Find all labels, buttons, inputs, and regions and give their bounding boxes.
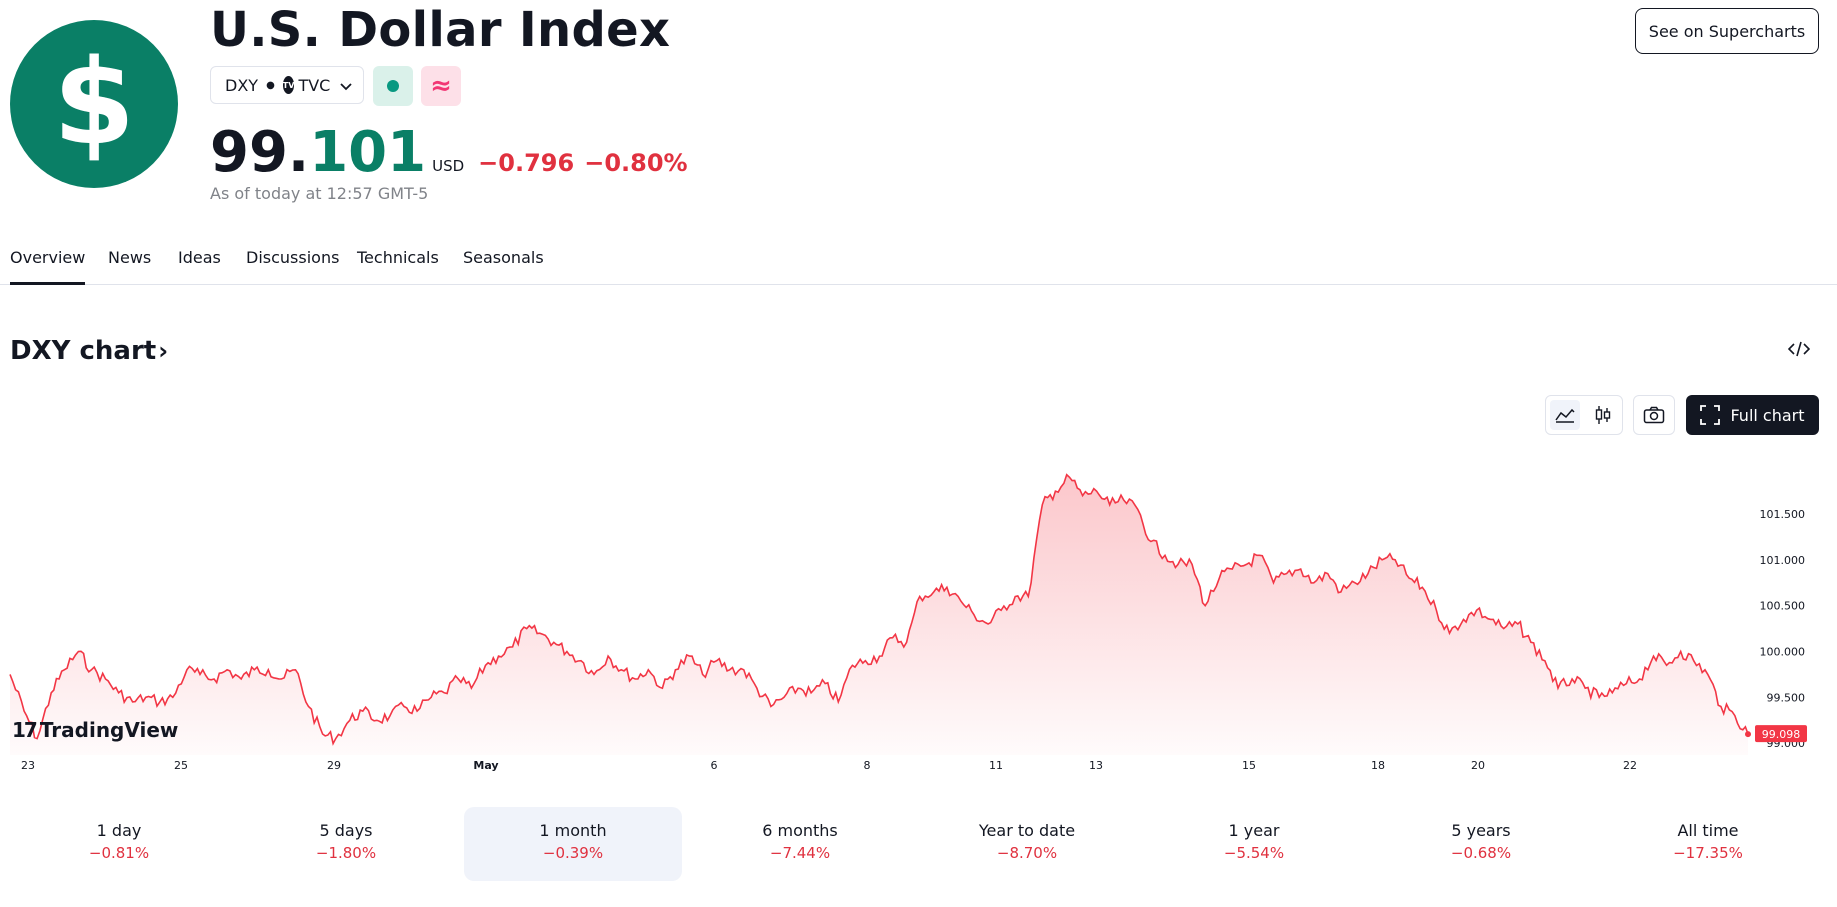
period-label: 1 day [96,821,142,840]
last-price-tag [1755,725,1807,743]
tab-technicals[interactable]: Technicals [357,248,439,267]
period-all-time[interactable]: All time −17.35% [1599,807,1817,881]
dollar-logo-glyph: $ [52,33,136,171]
y-tick-label: 100.500 [1760,600,1806,613]
last-price-label: 99.098 [1762,728,1801,741]
tab-ideas[interactable]: Ideas [178,248,221,267]
period-change: −7.44% [769,844,831,862]
chart-section-title-text: DXY chart [10,336,157,366]
y-tick-label: 99.500 [1767,691,1806,704]
period-change: −0.81% [88,844,150,862]
candles-chart-icon[interactable] [1588,400,1618,430]
price-integer: 99. [210,120,310,185]
symbol-label: DXY [225,75,259,95]
price-change-percent: −0.80% [584,149,688,177]
x-tick-label: 20 [1471,759,1485,772]
price-decimal: 101 [309,120,427,185]
period-label: 5 years [1451,821,1511,840]
as-of-timestamp: As of today at 12:57 GMT-5 [210,184,429,203]
period-5-years[interactable]: 5 years −0.68% [1372,807,1590,881]
period-label: 1 month [539,821,607,840]
fullscreen-icon [1700,405,1721,425]
full-chart-label: Full chart [1730,405,1805,425]
x-tick-label: 11 [989,759,1003,772]
period-label: Year to date [978,821,1076,840]
period-change: −17.35% [1673,844,1743,862]
y-tick-label: 100.000 [1760,646,1806,659]
price-currency: USD [432,157,465,175]
price-area-fill [10,474,1748,755]
period-1-day[interactable]: 1 day −0.81% [10,807,228,881]
x-tick-label: 8 [864,759,871,772]
tradingview-watermark-text: TradingView [39,718,179,742]
approx-icon: ≈ [430,71,452,101]
tab-discussions[interactable]: Discussions [246,248,340,267]
period-6-months[interactable]: 6 months −7.44% [691,807,909,881]
last-price-dot [1745,731,1751,738]
period-1-year[interactable]: 1 year −5.54% [1145,807,1363,881]
page-title: U.S. Dollar Index [210,2,671,58]
chevron-down-icon [340,76,352,95]
tradingview-logo-icon: 17 [12,718,38,742]
period-label: 6 months [762,821,838,840]
tradingview-mini-icon: TV [282,76,295,94]
period-change: −0.68% [1450,844,1512,862]
price-chart[interactable]: 101.500101.000100.500100.00099.50099.000… [0,450,1837,780]
tab-overview[interactable]: Overview [10,248,86,285]
area-chart-icon[interactable] [1550,400,1580,430]
period-year-to-date[interactable]: Year to date −8.70% [918,807,1136,881]
x-tick-label: May [473,759,498,772]
price-row: 99. 101 USD −0.796 −0.80% [210,120,688,185]
x-tick-label: 23 [21,759,35,772]
x-tick-label: 15 [1242,759,1256,772]
market-open-dot-icon [387,80,399,92]
x-tick-label: 29 [327,759,341,772]
period-change: −8.70% [996,844,1058,862]
embed-code-icon[interactable] [1787,340,1811,363]
tab-news[interactable]: News [108,248,152,267]
period-change: −0.39% [542,844,604,862]
price-change: −0.796 [478,149,575,177]
tab-seasonals[interactable]: Seasonals [463,248,544,267]
x-tick-label: 6 [711,759,718,772]
period-5-days[interactable]: 5 days −1.80% [237,807,455,881]
tab-bar: Overview News Ideas Discussions Technica… [0,248,1837,285]
full-chart-button[interactable]: Full chart [1686,395,1819,435]
market-status-button[interactable] [373,66,413,106]
delayed-data-button[interactable]: ≈ [421,66,461,106]
chevron-right-icon: › [158,337,169,365]
x-tick-label: 22 [1623,759,1637,772]
x-tick-label: 18 [1371,759,1385,772]
period-label: 5 days [319,821,373,840]
period-1-month[interactable]: 1 month −0.39% [464,807,682,881]
x-tick-label: 25 [174,759,188,772]
chart-section-title[interactable]: DXY chart› [10,336,168,366]
see-on-supercharts-button[interactable]: See on Supercharts [1635,8,1819,54]
exchange-label: TVC [298,75,331,95]
x-tick-label: 13 [1089,759,1103,772]
period-change: −1.80% [315,844,377,862]
price-line [9,473,1749,746]
period-label: All time [1677,821,1739,840]
period-selector: 1 day −0.81% 5 days −1.80% 1 month −0.39% 6… [0,807,1837,881]
tradingview-watermark: 17 TradingView [12,718,178,742]
y-tick-label: 101.500 [1760,508,1806,521]
period-change: −5.54% [1223,844,1285,862]
separator-dot-icon: ● [266,79,275,91]
camera-icon[interactable] [1633,395,1675,435]
y-tick-label: 101.000 [1760,554,1806,567]
symbol-selector[interactable]: DXY ● TV TVC [210,66,364,104]
dollar-logo: $ [10,20,178,188]
chart-style-toggle [1545,395,1623,435]
period-label: 1 year [1228,821,1280,840]
